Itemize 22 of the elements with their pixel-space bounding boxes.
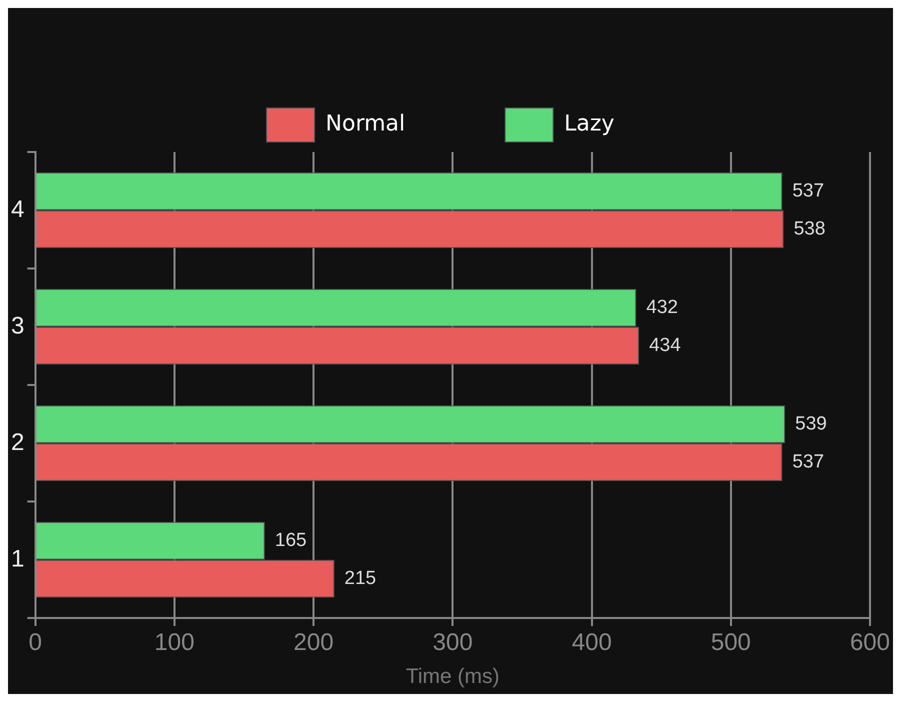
data-label: 537 bbox=[792, 451, 824, 472]
x-tick-label: 300 bbox=[432, 629, 473, 656]
x-tick-label: 400 bbox=[572, 629, 612, 656]
x-tick-label: 500 bbox=[710, 629, 751, 656]
data-label: 539 bbox=[795, 414, 827, 435]
data-label: 215 bbox=[344, 568, 376, 589]
y-tick-label: 4 bbox=[10, 196, 24, 223]
data-label: 434 bbox=[649, 334, 682, 356]
legend-label: Normal bbox=[326, 112, 406, 137]
x-axis-title: Time (ms) bbox=[406, 665, 500, 688]
legend-label: Lazy bbox=[564, 112, 614, 137]
data-label: 537 bbox=[792, 180, 824, 202]
y-tick-label: 2 bbox=[10, 428, 24, 456]
x-tick-label: 0 bbox=[28, 629, 42, 656]
x-tick-label: 600 bbox=[850, 629, 890, 656]
x-tick-label: 200 bbox=[294, 629, 334, 656]
y-tick-label: 1 bbox=[10, 545, 24, 572]
data-label: 538 bbox=[794, 218, 826, 240]
data-label: 432 bbox=[646, 297, 678, 318]
y-tick-label: 3 bbox=[10, 312, 24, 340]
x-tick-label: 100 bbox=[154, 629, 194, 656]
data-label: 165 bbox=[274, 530, 307, 552]
